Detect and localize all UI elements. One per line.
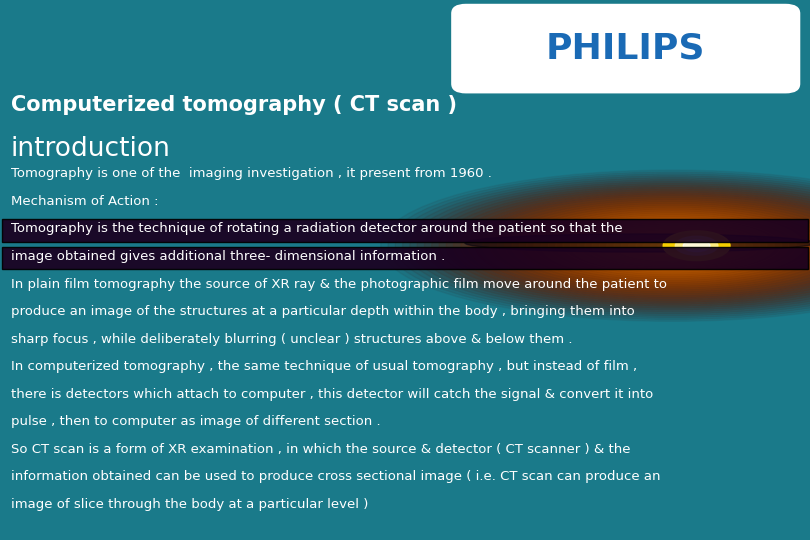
Ellipse shape: [607, 229, 738, 263]
Text: PHILIPS: PHILIPS: [546, 32, 706, 65]
Ellipse shape: [541, 212, 804, 280]
Ellipse shape: [636, 237, 709, 255]
FancyBboxPatch shape: [2, 247, 808, 269]
Ellipse shape: [663, 231, 730, 261]
Text: Computerized tomography ( CT scan ): Computerized tomography ( CT scan ): [11, 95, 457, 116]
Ellipse shape: [563, 217, 782, 274]
Text: So CT scan is a form of XR examination , in which the source & detector ( CT sca: So CT scan is a form of XR examination ,…: [11, 443, 630, 456]
Ellipse shape: [454, 189, 810, 302]
Ellipse shape: [599, 227, 745, 265]
Ellipse shape: [497, 200, 810, 291]
Ellipse shape: [475, 194, 810, 297]
Ellipse shape: [548, 213, 796, 278]
Ellipse shape: [526, 208, 810, 284]
Ellipse shape: [461, 191, 810, 300]
Text: Tomography is one of the  imaging investigation , it present from 1960 .: Tomography is one of the imaging investi…: [11, 167, 492, 180]
Text: In plain film tomography the source of XR ray & the photographic film move aroun: In plain film tomography the source of X…: [11, 278, 667, 291]
Ellipse shape: [439, 185, 810, 306]
Ellipse shape: [432, 183, 810, 308]
Ellipse shape: [519, 206, 810, 285]
Ellipse shape: [424, 181, 810, 310]
Ellipse shape: [676, 237, 718, 255]
Ellipse shape: [665, 244, 680, 247]
Ellipse shape: [643, 238, 701, 253]
Ellipse shape: [388, 172, 810, 319]
Ellipse shape: [621, 232, 723, 259]
Ellipse shape: [650, 240, 694, 252]
Ellipse shape: [534, 210, 810, 282]
Ellipse shape: [403, 176, 810, 315]
Ellipse shape: [570, 219, 774, 272]
Text: information obtained can be used to produce cross sectional image ( i.e. CT scan: information obtained can be used to prod…: [11, 470, 660, 483]
Ellipse shape: [578, 221, 767, 270]
Ellipse shape: [684, 240, 710, 252]
Ellipse shape: [556, 215, 789, 276]
Ellipse shape: [468, 193, 810, 299]
Text: image obtained gives additional three- dimensional information .: image obtained gives additional three- d…: [11, 250, 445, 263]
Ellipse shape: [585, 223, 760, 268]
Ellipse shape: [395, 174, 810, 318]
Text: there is detectors which attach to computer , this detector will catch the signa: there is detectors which attach to compu…: [11, 388, 653, 401]
FancyBboxPatch shape: [2, 219, 808, 242]
Text: introduction: introduction: [11, 136, 170, 161]
Ellipse shape: [658, 242, 687, 249]
Ellipse shape: [483, 197, 810, 295]
Ellipse shape: [417, 179, 810, 312]
Text: image of slice through the body at a particular level ): image of slice through the body at a par…: [11, 498, 368, 511]
FancyBboxPatch shape: [451, 4, 800, 93]
Ellipse shape: [410, 178, 810, 314]
Ellipse shape: [465, 234, 810, 252]
Ellipse shape: [505, 202, 810, 289]
Ellipse shape: [629, 234, 716, 257]
Text: In computerized tomography , the same technique of usual tomography , but instea: In computerized tomography , the same te…: [11, 360, 637, 373]
Text: Tomography is the technique of rotating a radiation detector around the patient : Tomography is the technique of rotating …: [11, 222, 622, 235]
Ellipse shape: [490, 198, 810, 293]
Text: sharp focus , while deliberately blurring ( unclear ) structures above & below t: sharp focus , while deliberately blurrin…: [11, 333, 572, 346]
Ellipse shape: [592, 225, 752, 267]
Ellipse shape: [446, 187, 810, 304]
Text: Mechanism of Action :: Mechanism of Action :: [11, 195, 158, 208]
Text: pulse , then to computer as image of different section .: pulse , then to computer as image of dif…: [11, 415, 380, 428]
Ellipse shape: [381, 170, 810, 321]
Ellipse shape: [614, 231, 731, 261]
Ellipse shape: [512, 204, 810, 287]
Text: produce an image of the structures at a particular depth within the body , bring: produce an image of the structures at a …: [11, 305, 634, 318]
